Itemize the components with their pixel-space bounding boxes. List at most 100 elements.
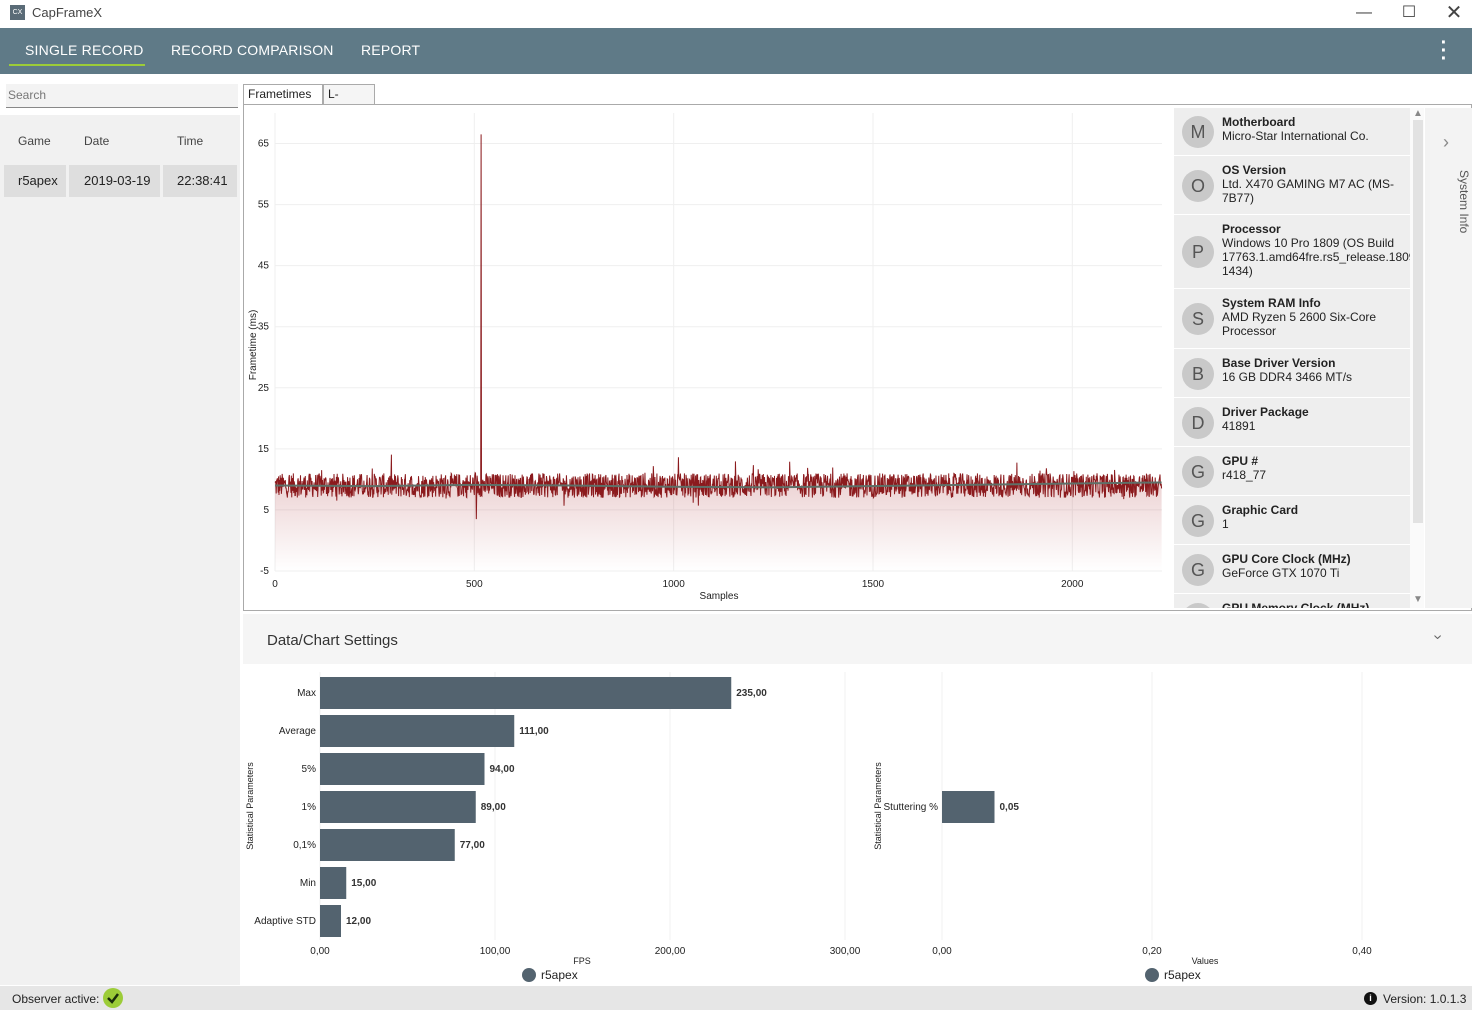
moving-average-line bbox=[274, 481, 1162, 489]
scroll-up-icon[interactable]: ▲ bbox=[1413, 108, 1423, 119]
x-tick-label: 2000 bbox=[1061, 579, 1084, 590]
tab-frametimes[interactable]: Frametimes bbox=[243, 84, 323, 106]
system-info-toggle[interactable]: › System Info bbox=[1425, 108, 1472, 608]
category-label: Max bbox=[297, 688, 316, 699]
data-label: 94,00 bbox=[490, 764, 515, 775]
legend-label: r5apex bbox=[541, 968, 578, 982]
bar[interactable] bbox=[320, 677, 732, 709]
y-tick-label: 15 bbox=[258, 444, 270, 455]
y-axis-label: Statistical Parameters bbox=[873, 762, 883, 850]
record-time[interactable]: 22:38:41 bbox=[163, 165, 237, 197]
record-date[interactable]: 2019-03-19 bbox=[69, 165, 160, 197]
y-tick-label: 25 bbox=[258, 383, 270, 394]
system-info-avatar: S bbox=[1182, 303, 1214, 335]
system-info-item[interactable]: G GPU Memory Clock (MHz) bbox=[1174, 594, 1410, 608]
check-icon bbox=[103, 988, 123, 1008]
x-axis-label: Values bbox=[1192, 956, 1219, 966]
system-info-name: Driver Package bbox=[1222, 405, 1309, 419]
data-chart-settings-expander[interactable]: Data/Chart Settings › bbox=[243, 614, 1472, 664]
legend-label: r5apex bbox=[1164, 968, 1201, 982]
bar[interactable] bbox=[320, 905, 341, 937]
system-info-list[interactable]: M Motherboard Micro-Star International Co.… bbox=[1174, 108, 1424, 608]
x-axis-label: FPS bbox=[573, 956, 591, 966]
minimize-icon[interactable]: — bbox=[1356, 4, 1372, 21]
system-info-value: GeForce GTX 1070 Ti bbox=[1222, 566, 1340, 580]
system-info-item[interactable]: G Graphic Card 1 bbox=[1174, 496, 1410, 545]
y-axis-label: Statistical Parameters bbox=[245, 762, 255, 850]
system-info-label: System Info bbox=[1457, 170, 1471, 234]
scroll-down-icon[interactable]: ▼ bbox=[1413, 594, 1423, 605]
tab-l-shape[interactable]: L-shape bbox=[323, 84, 375, 120]
system-info-item[interactable]: G GPU # r418_77 bbox=[1174, 447, 1410, 496]
bar[interactable] bbox=[320, 753, 485, 785]
system-info-avatar: D bbox=[1182, 407, 1214, 439]
category-label: Min bbox=[300, 878, 316, 889]
x-tick-label: 0,00 bbox=[310, 946, 330, 957]
tab-report[interactable]: REPORT bbox=[361, 42, 421, 58]
system-info-scrollbar[interactable]: ▲ ▼ bbox=[1410, 108, 1424, 608]
app-logo-icon: CX bbox=[10, 5, 25, 20]
active-tab-indicator bbox=[9, 64, 145, 66]
bar[interactable] bbox=[320, 715, 515, 747]
record-game[interactable]: r5apex bbox=[4, 165, 66, 197]
bar[interactable] bbox=[942, 791, 995, 823]
column-header-game[interactable]: Game bbox=[18, 134, 51, 148]
system-info-item[interactable]: S System RAM Info AMD Ryzen 5 2600 Six-Cor… bbox=[1174, 289, 1410, 349]
tab-single-record[interactable]: SINGLE RECORD bbox=[25, 42, 144, 58]
system-info-avatar: G bbox=[1182, 603, 1214, 608]
system-info-avatar: G bbox=[1182, 505, 1214, 537]
system-info-name: System RAM Info bbox=[1222, 296, 1321, 310]
system-info-name: GPU Core Clock (MHz) bbox=[1222, 552, 1351, 566]
x-tick-label: 300,00 bbox=[830, 946, 861, 957]
tab-record-comparison[interactable]: RECORD COMPARISON bbox=[171, 42, 334, 58]
system-info-item[interactable]: G GPU Core Clock (MHz) GeForce GTX 1070 Ti bbox=[1174, 545, 1410, 594]
system-info-item[interactable]: P Processor Windows 10 Pro 1809 (OS Build … bbox=[1174, 215, 1424, 289]
system-info-value: 41891 bbox=[1222, 419, 1256, 433]
system-info-item[interactable]: B Base Driver Version 16 GB DDR4 3466 MT/s bbox=[1174, 349, 1410, 398]
scrollbar-thumb[interactable] bbox=[1413, 120, 1423, 523]
system-info-avatar: B bbox=[1182, 358, 1214, 390]
chevron-right-icon[interactable]: › bbox=[1443, 132, 1449, 152]
system-info-name: Processor bbox=[1222, 222, 1281, 236]
column-header-date[interactable]: Date bbox=[84, 134, 110, 148]
system-info-name: GPU Memory Clock (MHz) bbox=[1222, 601, 1370, 608]
x-tick-label: 100,00 bbox=[480, 946, 511, 957]
x-tick-label: 0,20 bbox=[1142, 946, 1162, 957]
y-tick-label: 35 bbox=[258, 322, 270, 333]
system-info-item[interactable]: O OS Version Ltd. X470 GAMING M7 AC (MS-7B… bbox=[1174, 156, 1410, 215]
observer-status: Observer active: bbox=[12, 992, 100, 1006]
more-vertical-icon[interactable]: · · · bbox=[1440, 32, 1448, 70]
column-header-time[interactable]: Time bbox=[177, 134, 204, 148]
system-info-value: r418_77 bbox=[1222, 468, 1267, 482]
search-input[interactable]: Search bbox=[6, 84, 238, 108]
maximize-icon[interactable]: ☐ bbox=[1401, 4, 1417, 21]
system-info-item[interactable]: M Motherboard Micro-Star International Co. bbox=[1174, 108, 1410, 156]
system-info-item[interactable]: D Driver Package 41891 bbox=[1174, 398, 1410, 447]
x-tick-label: 0,00 bbox=[932, 946, 952, 957]
category-label: 0,1% bbox=[293, 840, 316, 851]
frametime-line bbox=[274, 134, 1163, 520]
system-info-value: Ltd. X470 GAMING M7 AC (MS-7B77) bbox=[1222, 177, 1395, 205]
category-label: 1% bbox=[302, 802, 317, 813]
category-label: Stuttering % bbox=[884, 802, 939, 813]
statistics-charts: 0,00 100,00 200,00 300,00 Max 235,00 Average 11… bbox=[245, 672, 1372, 982]
x-tick-label: 0 bbox=[272, 579, 278, 590]
x-tick-label: 0,40 bbox=[1352, 946, 1372, 957]
legend-marker bbox=[522, 968, 536, 982]
x-tick-label: 500 bbox=[466, 579, 483, 590]
bar[interactable] bbox=[320, 829, 455, 861]
window-title: CapFrameX bbox=[32, 5, 103, 20]
system-info-value: 1 bbox=[1222, 517, 1229, 531]
bar[interactable] bbox=[320, 867, 347, 899]
chevron-down-icon[interactable]: › bbox=[1429, 634, 1447, 640]
close-icon[interactable]: ✕ bbox=[1445, 2, 1463, 24]
status-bar: Observer active: i Version: 1.0.1.3 bbox=[0, 986, 1472, 1010]
bar[interactable] bbox=[320, 791, 476, 823]
system-info-avatar: O bbox=[1182, 170, 1214, 202]
info-icon[interactable]: i bbox=[1364, 992, 1377, 1005]
system-info-name: Motherboard bbox=[1222, 115, 1296, 129]
x-tick-label: 1000 bbox=[663, 579, 686, 590]
main-nav: SINGLE RECORD RECORD COMPARISON REPORT ·… bbox=[0, 28, 1472, 74]
system-info-value: AMD Ryzen 5 2600 Six-Core Processor bbox=[1222, 310, 1377, 338]
